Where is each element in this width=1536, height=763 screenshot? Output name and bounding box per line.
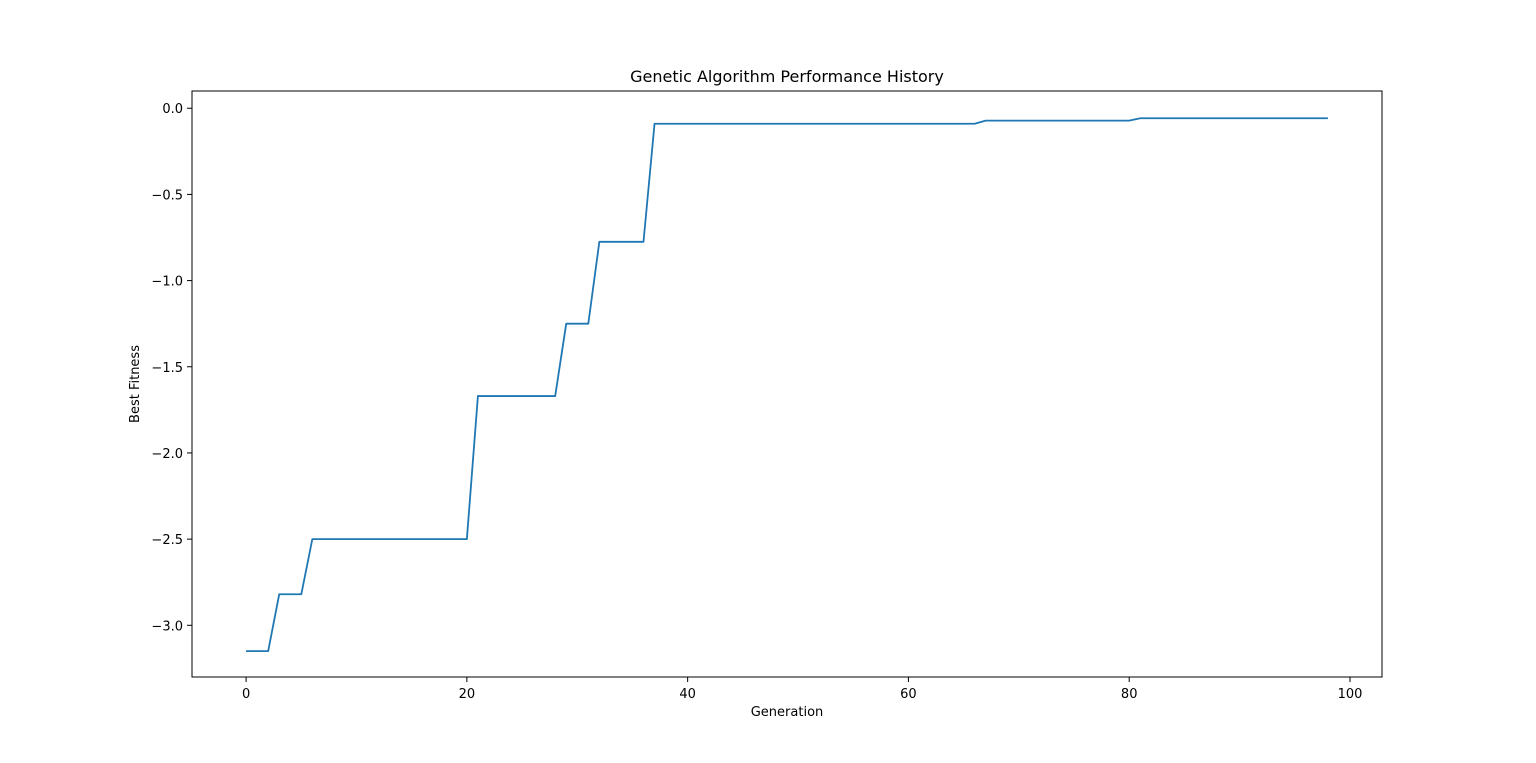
x-tick-label: 0 <box>242 687 250 702</box>
series-line-0 <box>246 117 1328 653</box>
y-tick-label: −1.5 <box>151 361 183 376</box>
chart-title: Genetic Algorithm Performance History <box>630 67 944 86</box>
y-tick-label: −3.0 <box>151 619 183 634</box>
y-tick-label: 0.0 <box>162 102 183 117</box>
y-axis-label: Best Fitness <box>128 345 143 423</box>
x-tick-label: 20 <box>459 687 476 702</box>
y-tick-label: −2.0 <box>151 447 183 462</box>
x-tick-label: 40 <box>679 687 696 702</box>
y-tick-label: −1.0 <box>151 275 183 290</box>
x-tick-label: 80 <box>1121 687 1138 702</box>
x-axis-label: Generation <box>751 705 824 720</box>
y-tick-label: −2.5 <box>151 533 183 548</box>
series-layer <box>246 117 1328 653</box>
y-tick-label: −0.5 <box>151 188 183 203</box>
ticks-layer: 0 20 40 60 80 100 0.0 −0.5 −1.0 −1.5 −2.0 −2.5 −3.0 <box>151 102 1362 702</box>
axes-frame <box>191 90 1383 678</box>
x-tick-label: 100 <box>1338 687 1363 702</box>
x-tick-label: 60 <box>900 687 917 702</box>
